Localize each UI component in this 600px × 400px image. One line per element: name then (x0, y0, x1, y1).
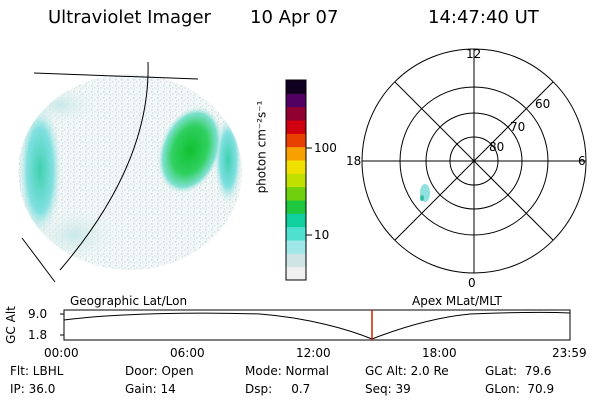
colorbar-band (286, 120, 306, 134)
filter-info: Flt: LBHL (10, 364, 64, 378)
y-tick-label-1-8: 1.8 (28, 328, 48, 342)
ip-info: IP: 36.0 (10, 382, 56, 396)
colorbar-band (286, 93, 306, 108)
geographic-label: Geographic Lat/Lon (70, 294, 188, 308)
colorbar-band (286, 240, 306, 254)
colorbar-frame (285, 79, 307, 281)
colorbar-band (286, 146, 306, 161)
colorbar-band (286, 253, 306, 268)
colorbar-band (286, 133, 306, 148)
y-tick-label-9: 9.0 (28, 307, 48, 321)
door-info: Door: Open (125, 364, 194, 378)
x-tick-0600: 06:00 (170, 346, 205, 360)
glon-info: GLon: 70.9 (485, 382, 555, 396)
gc-alt-info: GC Alt: 2.0 Re (365, 364, 449, 378)
geographic-grid-lines (21, 61, 199, 283)
gain-info: Gain: 14 (125, 382, 176, 396)
imager-title: Ultraviolet Imager (48, 7, 211, 28)
observation-time: 14:47:40 UT (428, 7, 539, 28)
colorbar-band (286, 266, 306, 281)
altitude-curve (63, 311, 571, 340)
colorbar-band (286, 226, 306, 241)
dsp-info: Dsp: 0.7 (245, 382, 311, 396)
colorbar-label-10: 10 (314, 228, 330, 242)
glat-info: GLat: 79.6 (485, 364, 552, 378)
mlt-label-0: 0 (468, 276, 476, 290)
mlt-label-6: 6 (578, 154, 586, 168)
apex-label: Apex MLat/MLT (412, 294, 502, 308)
polar-aurora-core (420, 195, 424, 201)
colorbar-band (286, 160, 306, 174)
colorbar-band (286, 186, 306, 201)
mode-info: Mode: Normal (245, 364, 329, 378)
geographic-image (18, 74, 242, 270)
altitude-plot-frame (63, 309, 571, 341)
mlt-label-12: 12 (466, 47, 482, 61)
colorbar-unit-label: photon cm⁻²s⁻¹ (254, 100, 269, 194)
x-tick-1200: 12:00 (296, 346, 331, 360)
intensity-colorbar (286, 80, 306, 281)
lat-label-60: 60 (535, 97, 551, 111)
colorbar-band (286, 213, 306, 228)
colorbar-band (286, 80, 306, 94)
mlt-label-18: 18 (346, 154, 362, 168)
x-tick-0000: 00:00 (44, 346, 79, 360)
lat-label-80: 80 (489, 140, 505, 154)
x-tick-2359: 23:59 (552, 346, 587, 360)
lat-label-70: 70 (510, 120, 526, 134)
colorbar-band (286, 106, 306, 121)
observation-date: 10 Apr 07 (250, 7, 339, 28)
polar-dial (361, 48, 587, 274)
colorbar-band (286, 200, 306, 214)
seq-info: Seq: 39 (365, 382, 411, 396)
gc-alt-axis-title: GC Alt (3, 306, 18, 344)
colorbar-label-100: 100 (314, 141, 337, 155)
colorbar-band (286, 173, 306, 188)
x-tick-1800: 18:00 (422, 346, 457, 360)
